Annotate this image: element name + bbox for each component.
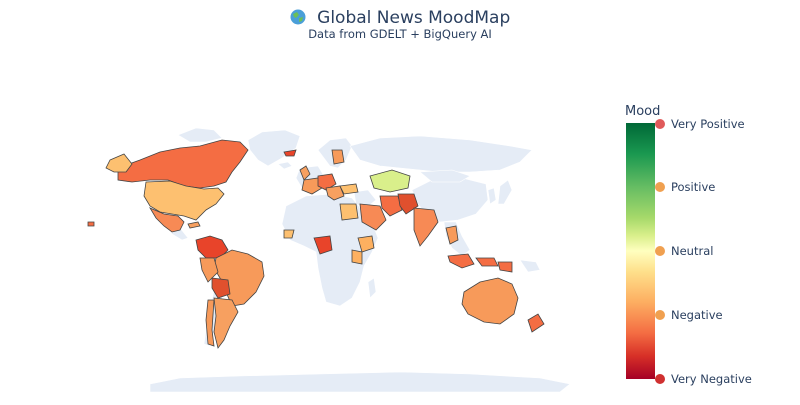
- country-bolivia: [211, 277, 231, 299]
- globe-icon: [290, 9, 306, 25]
- country-nigeria: [313, 235, 333, 255]
- country-kenya: [351, 249, 363, 265]
- country-papua: [497, 261, 513, 273]
- legend-tick-positive: Positive: [655, 180, 715, 194]
- country-finland: [331, 149, 345, 165]
- country-iran: [379, 195, 403, 217]
- frowning-face-icon: [655, 310, 665, 320]
- smiling-face-icon: [655, 182, 665, 192]
- country-chile: [205, 299, 215, 347]
- legend-title: Mood: [625, 104, 661, 119]
- legend-tick-very-positive: Very Positive: [655, 117, 745, 131]
- country-norway: [283, 149, 297, 157]
- country-thailand: [445, 225, 459, 245]
- country-ghana: [283, 229, 295, 239]
- mood-colorbar[interactable]: [626, 123, 655, 379]
- country-indonesia: [447, 253, 475, 269]
- chart-title: Global News MoodMap: [0, 8, 800, 28]
- legend-tick-label: Very Negative: [671, 372, 752, 386]
- country-india: [413, 207, 439, 247]
- country-indonesia-east: [475, 257, 499, 267]
- legend-tick-very-negative: Very Negative: [655, 372, 752, 386]
- legend-tick-negative: Negative: [655, 308, 723, 322]
- country-canada: [117, 139, 249, 189]
- land-antarctica: [149, 371, 571, 393]
- country-argentina: [213, 297, 239, 349]
- chart-subtitle: Data from GDELT + BigQuery AI: [308, 27, 492, 41]
- country-new-zealand: [527, 313, 545, 333]
- legend-tick-label: Very Positive: [671, 117, 745, 131]
- neutral-face-icon: [655, 246, 665, 256]
- country-egypt: [339, 203, 359, 221]
- country-turkey: [339, 183, 359, 195]
- country-peru: [199, 257, 219, 283]
- country-balkans: [325, 185, 345, 201]
- country-mexico: [149, 207, 185, 233]
- country-france: [301, 177, 323, 195]
- legend-tick-neutral: Neutral: [655, 244, 713, 258]
- country-alaska: [105, 153, 133, 173]
- country-caribbean: [187, 221, 201, 229]
- legend-tick-label: Negative: [671, 308, 723, 322]
- country-united-kingdom: [299, 165, 311, 181]
- country-hawaii: [87, 221, 95, 227]
- legend-tick-label: Positive: [671, 180, 716, 194]
- land-greenland: [247, 129, 301, 167]
- legend-tick-label: Neutral: [671, 244, 714, 258]
- mood-countries[interactable]: [87, 139, 545, 349]
- country-ethiopia: [357, 235, 375, 253]
- country-afghanistan: [397, 193, 419, 215]
- country-australia: [461, 277, 519, 325]
- chart-title-text: Global News MoodMap: [317, 8, 511, 28]
- country-united-states: [143, 180, 225, 221]
- grinning-face-icon: [655, 119, 665, 129]
- country-kazakhstan: [369, 169, 411, 193]
- angry-face-icon: [655, 374, 665, 384]
- country-saudi-arabia: [359, 203, 387, 231]
